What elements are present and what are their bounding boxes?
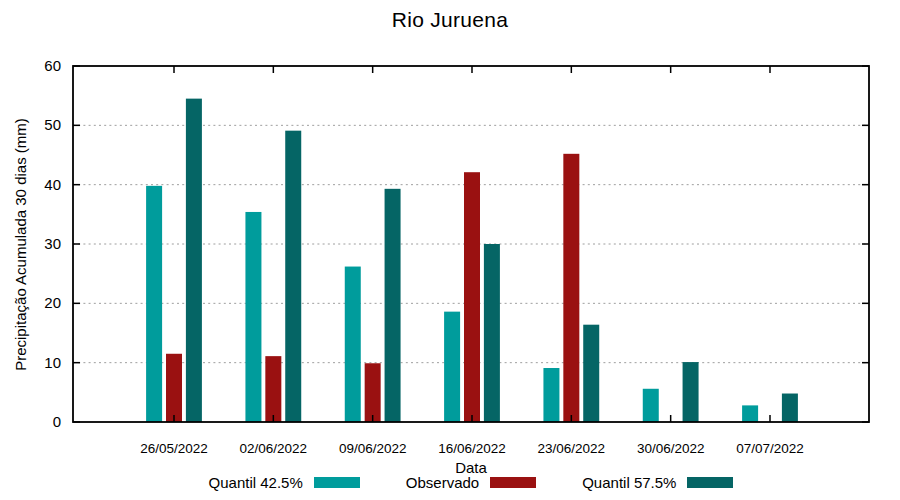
bar [683, 362, 699, 422]
bar [365, 363, 381, 422]
x-tick-label: 09/06/2022 [339, 441, 407, 456]
y-tick-label: 20 [44, 294, 61, 311]
legend-swatch [314, 477, 360, 488]
bar [444, 312, 460, 422]
bar [345, 267, 361, 422]
legend-item: Quantil 57.5% [582, 474, 733, 491]
legend-label: Quantil 42.5% [209, 474, 303, 491]
legend: Quantil 42.5% Observado Quantil 57.5% [73, 474, 869, 491]
y-tick-label: 60 [44, 57, 61, 74]
legend-swatch [687, 477, 733, 488]
bar [166, 354, 182, 422]
y-tick-label: 30 [44, 235, 61, 252]
x-tick-label: 07/07/2022 [736, 441, 804, 456]
bar [385, 189, 401, 422]
y-tick-label: 0 [53, 413, 61, 430]
bar [285, 131, 301, 422]
legend-item: Observado [406, 474, 536, 491]
bar [146, 186, 162, 422]
bar [563, 154, 579, 422]
bar [265, 356, 281, 422]
x-tick-label: 26/05/2022 [140, 441, 208, 456]
bar [484, 244, 500, 422]
y-tick-label: 10 [44, 354, 61, 371]
bar [782, 394, 798, 422]
x-tick-label: 23/06/2022 [538, 441, 606, 456]
y-tick-label: 40 [44, 176, 61, 193]
x-tick-label: 16/06/2022 [438, 441, 506, 456]
bar [464, 172, 480, 422]
bar [583, 325, 599, 422]
bar [742, 405, 758, 422]
chart-canvas: Rio Juruena Precipitação Acumulada 30 di… [0, 0, 900, 500]
bar [186, 99, 202, 422]
bar [543, 368, 559, 422]
legend-swatch [490, 477, 536, 488]
x-tick-label: 02/06/2022 [240, 441, 308, 456]
plot-area: 0 10 20 30 40 50 60 26/05/2022 02/06/2022 09/06/2… [0, 0, 900, 500]
bar [643, 389, 659, 422]
legend-item: Quantil 42.5% [209, 474, 360, 491]
y-tick-label: 50 [44, 116, 61, 133]
x-tick-label: 30/06/2022 [637, 441, 705, 456]
legend-label: Observado [406, 474, 479, 491]
bar [245, 212, 261, 422]
legend-label: Quantil 57.5% [582, 474, 676, 491]
